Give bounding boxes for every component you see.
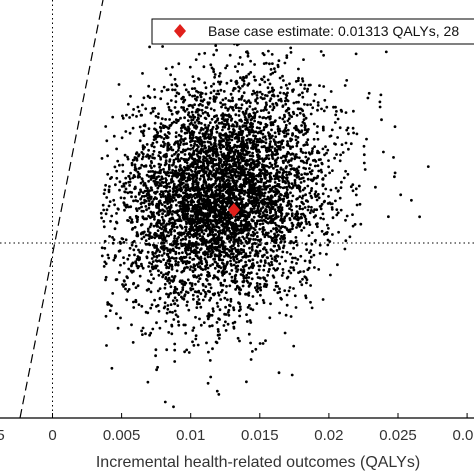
x-tick-label: 0.02 bbox=[314, 427, 343, 444]
x-tick-label: 0.005 bbox=[103, 427, 141, 444]
reference-lines bbox=[0, 0, 474, 419]
x-ticks: -0.005 0 0.005 0.01 0.015 0.02 0.025 0.03 bbox=[0, 413, 474, 444]
legend-box bbox=[151, 18, 474, 45]
base-case-marker bbox=[227, 203, 240, 217]
x-tick-label: 0.01 bbox=[176, 427, 205, 444]
x-axis-label: Incremental health-related outcomes (QAL… bbox=[96, 454, 420, 471]
scatter-point bbox=[99, 42, 430, 409]
legend: Base case estimate: 0.01313 QALYs, 28 bbox=[151, 18, 474, 45]
legend-diamond-marker bbox=[174, 24, 186, 38]
x-tick-label: 0.03 bbox=[452, 427, 474, 444]
x-tick-label: 0.015 bbox=[241, 427, 279, 444]
x-tick-label: 0 bbox=[48, 427, 56, 444]
scatter-points bbox=[99, 42, 430, 409]
threshold-line bbox=[19, 0, 104, 419]
legend-entry-label: Base case estimate: 0.01313 QALYs, 28 bbox=[208, 23, 459, 39]
x-tick-label: 0.025 bbox=[379, 427, 417, 444]
x-tick-label: -0.005 bbox=[0, 427, 5, 444]
